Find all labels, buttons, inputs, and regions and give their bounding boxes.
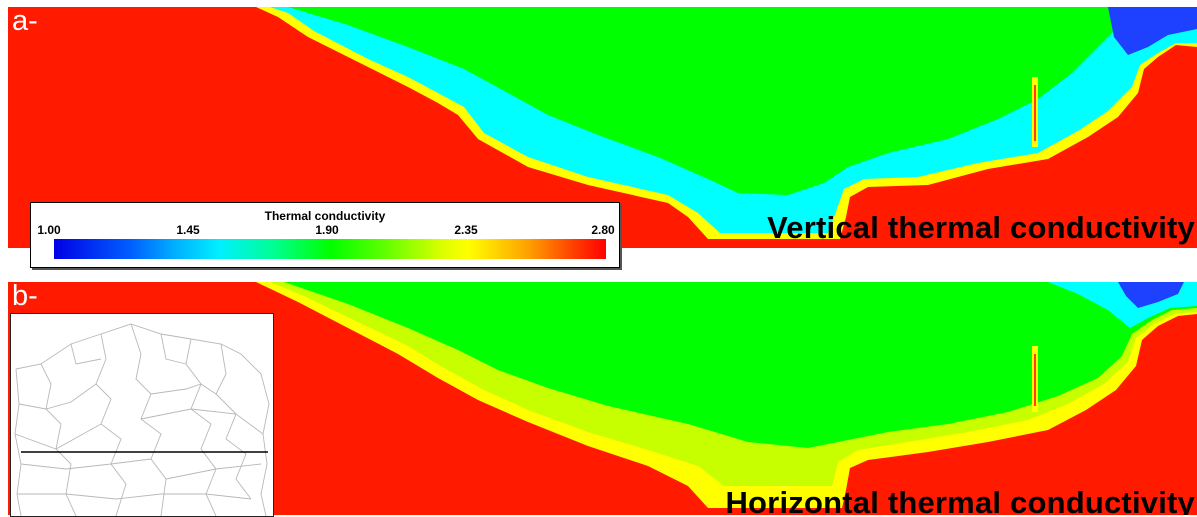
colorbar-tick: 2.80 [591, 223, 615, 237]
panel-title: Horizontal thermal conductivity [725, 485, 1195, 515]
region-map-outline [14, 323, 270, 516]
panel-vertical: a- Vertical thermal conductivity [8, 7, 1197, 248]
colorbar-tick: 1.45 [176, 223, 200, 237]
colorbar-gradient [54, 239, 606, 259]
colorbar-tick: 2.35 [454, 223, 478, 237]
colorbar-tick: 1.90 [315, 223, 339, 237]
panel-title: Vertical thermal conductivity [767, 210, 1195, 245]
region-map-icon [10, 313, 274, 517]
panel-label: a- [12, 7, 38, 37]
colorbar-title: Thermal conductivity [264, 209, 386, 223]
colorbar-tick: 1.00 [37, 223, 61, 237]
vertical-conductivity-section [8, 7, 1197, 248]
colorbar-legend: Thermal conductivity 1.00 1.45 1.90 2.35… [30, 202, 620, 268]
panel-label: b- [12, 282, 38, 312]
